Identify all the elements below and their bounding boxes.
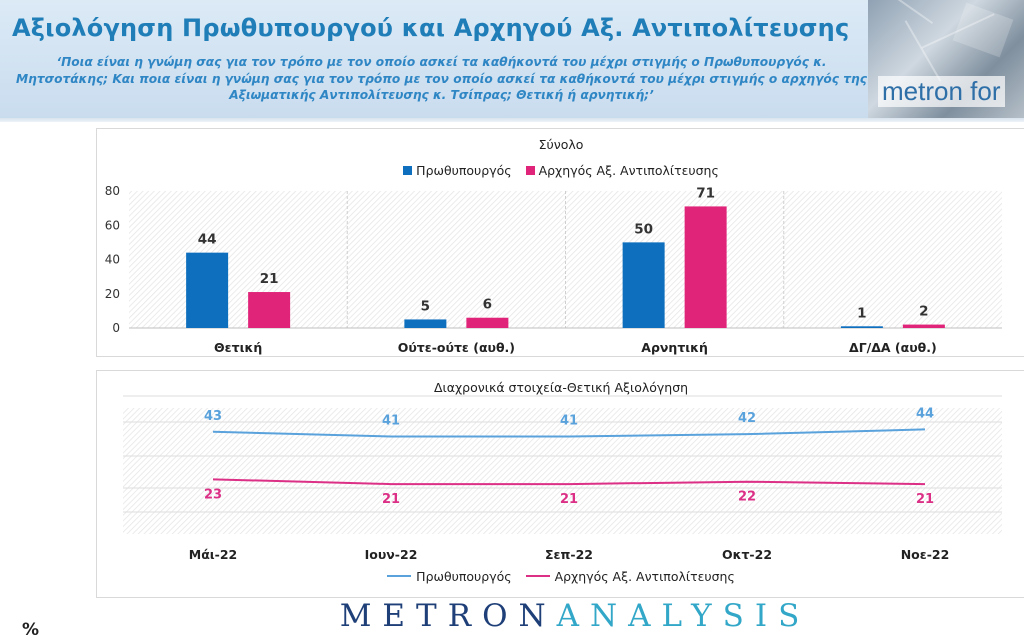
y-tick-label: 0 (112, 321, 120, 335)
bar-value-label: 6 (483, 297, 492, 313)
bar (622, 242, 665, 328)
x-category-label: Οκτ-22 (722, 547, 772, 562)
logo-text-right: ANALYSIS (556, 598, 811, 634)
bar-value-label: 50 (634, 221, 653, 237)
legend-line-opp (525, 575, 550, 577)
x-category-label: Σεπ-22 (545, 547, 593, 562)
series-line (212, 428, 926, 438)
line-chart-legend: Πρωθυπουργός Αρχηγός Αξ. Αντιπολίτευσης (97, 569, 1024, 584)
x-category-label: Μάι-22 (189, 547, 237, 562)
bar (840, 326, 883, 328)
bar-value-label: 5 (421, 298, 430, 314)
bar (248, 292, 291, 328)
bar (186, 252, 229, 328)
bar-chart-panel: Σύνολο Πρωθυπουργός Αρχηγός Αξ. Αντιπολί… (96, 128, 1024, 357)
point-value-label: 23 (204, 487, 222, 502)
point-value-label: 44 (916, 406, 934, 421)
point-value-label: 41 (560, 414, 578, 429)
y-tick-label: 80 (105, 184, 120, 198)
point-value-label: 21 (382, 492, 400, 507)
legend-label-pm-line: Πρωθυπουργός (416, 569, 512, 584)
legend-label-opp: Αρχηγός Αξ. Αντιπολίτευσης (538, 163, 719, 178)
x-category-label: Θετική (214, 340, 262, 355)
legend-item-opp: Αρχηγός Αξ. Αντιπολίτευσης (525, 163, 719, 178)
unit-label: % (22, 620, 40, 640)
bar-value-label: 1 (857, 305, 866, 321)
line-chart-panel: Διαχρονικά στοιχεία-Θετική Αξιολόγηση Πρ… (96, 370, 1024, 598)
header-divider (0, 118, 1024, 122)
point-value-label: 43 (204, 409, 222, 424)
legend-swatch-opp (525, 166, 535, 175)
point-value-label: 21 (560, 492, 578, 507)
bar (684, 206, 727, 328)
line-chart-svg: 43 41 41 42 44 23 21 21 22 21 Μάι-22 Ιουν-22 Σεπ-22 Ο… (123, 395, 1002, 562)
x-category-label: Ούτε-ούτε (αυθ.) (398, 340, 515, 355)
x-category-label: ΔΓ/ΔΑ (αυθ.) (849, 340, 937, 355)
question-text: ‘Ποια είναι η γνώμη σας για τον τρόπο με… (16, 55, 867, 102)
bar (404, 319, 447, 328)
legend-item-pm-line: Πρωθυπουργός (387, 569, 512, 584)
plot-area (123, 408, 1002, 534)
y-tick-label: 60 (105, 218, 120, 232)
bar (902, 324, 945, 328)
legend-swatch-pm (403, 166, 413, 175)
y-tick-label: 20 (105, 287, 120, 301)
header-banner: Αξιολόγηση Πρωθυπουργού και Αρχηγού Αξ. … (0, 0, 1024, 118)
x-category-label: Αρνητική (641, 340, 708, 355)
legend-label-opp-line: Αρχηγός Αξ. Αντιπολίτευσης (554, 569, 735, 584)
brand-banner-text: metron for (878, 76, 1005, 107)
legend-line-pm (387, 575, 412, 577)
bar-value-label: 71 (696, 185, 715, 201)
bar (466, 317, 509, 328)
bar-value-label: 44 (198, 232, 217, 248)
series-line (212, 478, 926, 486)
metron-analysis-logo: METRONANALYSIS (0, 598, 1024, 634)
x-category-label: Ιουν-22 (365, 547, 418, 562)
legend-label-pm: Πρωθυπουργός (416, 163, 512, 178)
legend-item-pm: Πρωθυπουργός (403, 163, 512, 178)
bar-chart-legend: Πρωθυπουργός Αρχηγός Αξ. Αντιπολίτευσης (97, 163, 1024, 178)
point-value-label: 41 (382, 414, 400, 429)
bar-value-label: 2 (919, 304, 928, 320)
point-value-label: 21 (916, 492, 934, 507)
legend-item-opp-line: Αρχηγός Αξ. Αντιπολίτευσης (525, 569, 735, 584)
y-tick-label: 40 (105, 253, 120, 267)
bar-value-label: 21 (260, 271, 279, 287)
page-title: Αξιολόγηση Πρωθυπουργού και Αρχηγού Αξ. … (12, 14, 850, 42)
point-value-label: 22 (738, 490, 756, 505)
point-value-label: 42 (738, 411, 756, 426)
bar-chart-title: Σύνολο (538, 137, 584, 152)
x-category-label: Νοε-22 (901, 547, 950, 562)
line-chart-title: Διαχρονικά στοιχεία-Θετική Αξιολόγηση (433, 380, 689, 395)
logo-text-left: METRON (339, 598, 557, 634)
